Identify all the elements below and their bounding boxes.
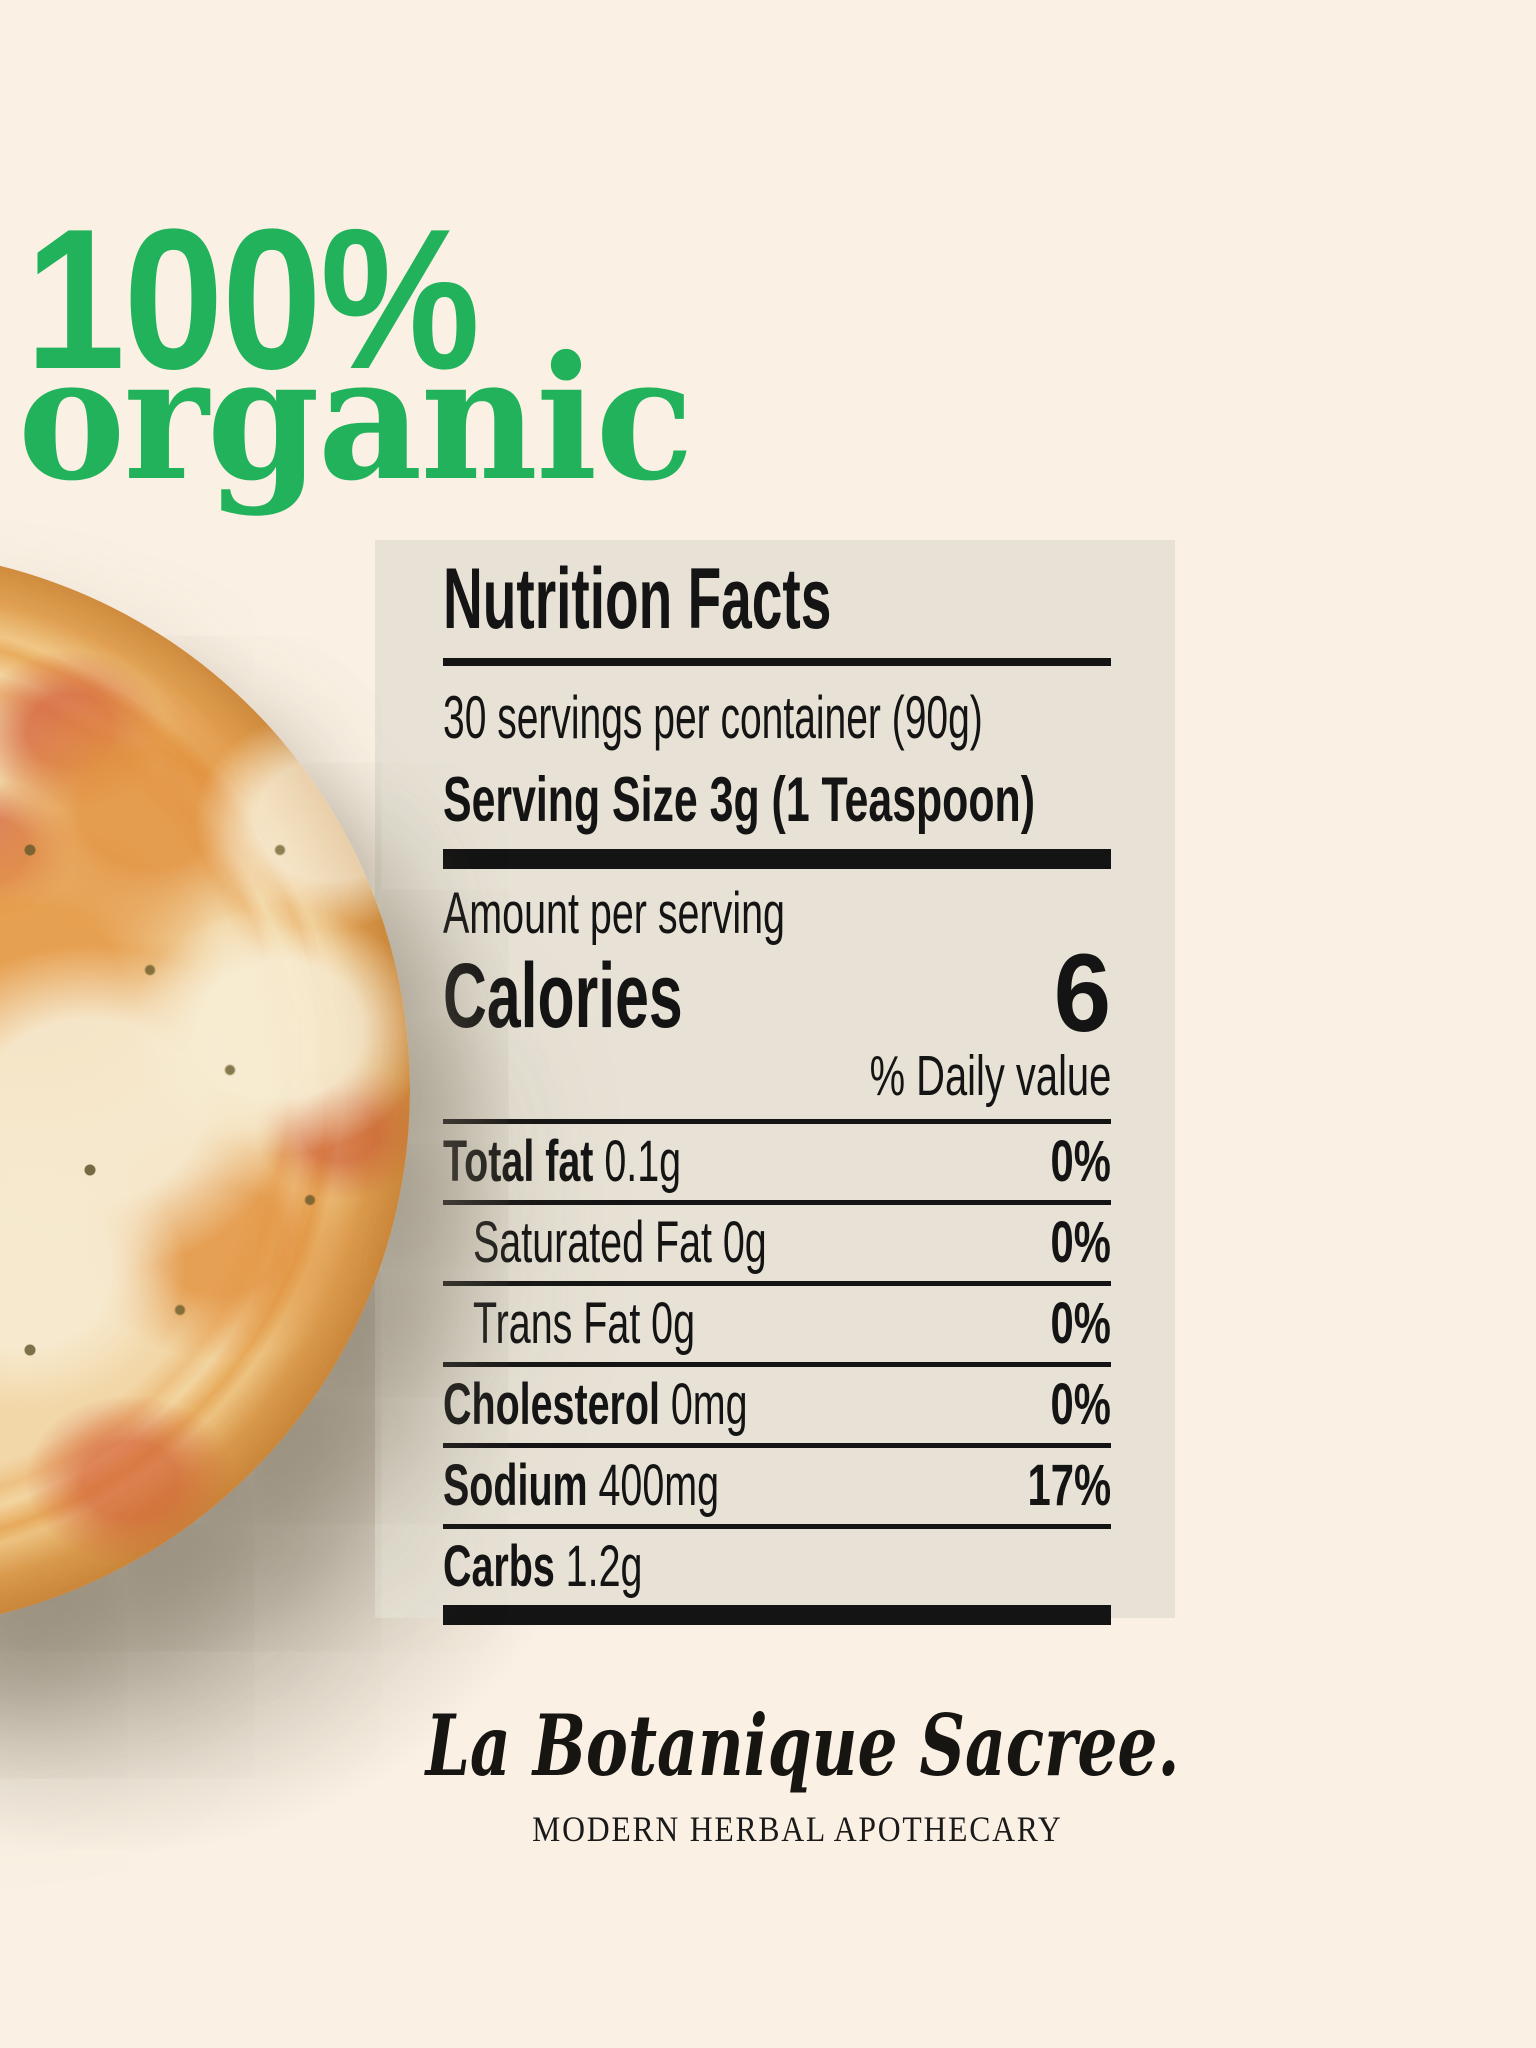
amount-per-serving-label: Amount per serving [443, 880, 785, 946]
nutrition-row-trans-fat: Trans Fat 0g 0% [443, 1286, 1111, 1367]
nutrition-row-cholesterol: Cholesterol 0mg 0% [443, 1367, 1111, 1448]
nutrition-facts-title: Nutrition Facts [443, 551, 832, 647]
serving-size-line: Serving Size 3g (1 Teaspoon) [443, 765, 1035, 836]
headline-100-text: 100% [25, 188, 480, 411]
servings-per-container-line: 30 servings per container (90g) [443, 684, 983, 752]
calories-row: Calories 6 [443, 931, 1111, 1055]
calories-value: 6 [1053, 931, 1111, 1055]
nutrition-facts-panel: Nutrition Facts 30 servings per containe… [375, 540, 1175, 1625]
row-label: Total fat [443, 1129, 594, 1195]
row-quantity: 400mg [598, 1453, 720, 1519]
row-quantity: 0.1g [604, 1129, 682, 1195]
daily-value-header: % Daily value [869, 1044, 1111, 1109]
row-label: Sodium [443, 1453, 588, 1519]
row-label: Carbs [443, 1534, 555, 1600]
brand-logo-script: La Botanique Sacree. [426, 1696, 1180, 1795]
calories-label: Calories [443, 945, 683, 1048]
headline-organic: organic [0, 334, 1536, 504]
row-percent: 17% [1027, 1453, 1111, 1519]
row-quantity: 0g [651, 1291, 696, 1357]
row-percent: 0% [1050, 1372, 1111, 1438]
row-label: Saturated Fat [473, 1210, 712, 1276]
row-quantity: 0mg [670, 1372, 748, 1438]
row-label: Trans Fat [473, 1291, 641, 1357]
headline-100-percent: 100% [0, 200, 1536, 400]
thick-divider-bar [443, 848, 1111, 869]
divider-rule [443, 1118, 1111, 1124]
nutrition-row-total-fat: Total fat 0.1g 0% [443, 1124, 1111, 1205]
headline-organic-text: organic [17, 319, 694, 519]
divider-rule [443, 658, 1111, 667]
nutrition-row-carbs: Carbs 1.2g [443, 1529, 1111, 1605]
brand-tagline: MODERN HERBAL APOTHECARY [531, 1809, 1063, 1849]
row-quantity: 0g [722, 1210, 767, 1276]
row-quantity: 1.2g [565, 1534, 643, 1600]
nutrition-row-sodium: Sodium 400mg 17% [443, 1448, 1111, 1529]
row-percent: 0% [1050, 1129, 1111, 1195]
thick-end-bar [443, 1604, 1111, 1625]
row-percent: 0% [1050, 1210, 1111, 1276]
nutrition-row-saturated-fat: Saturated Fat 0g 0% [443, 1205, 1111, 1286]
row-percent: 0% [1050, 1291, 1111, 1357]
row-label: Cholesterol [443, 1372, 660, 1438]
